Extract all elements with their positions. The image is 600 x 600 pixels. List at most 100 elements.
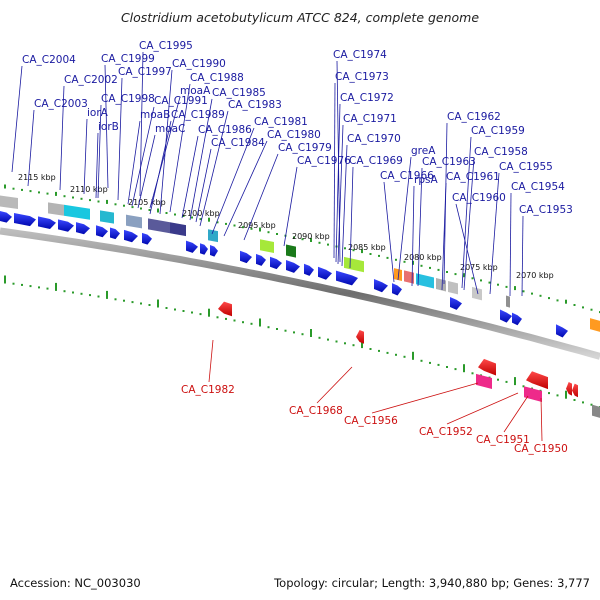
upper-tick-mark [480, 279, 482, 282]
forward-leader-line [83, 118, 88, 195]
forward-leader-line [27, 109, 35, 187]
forward-gene-label: CA_C1954 [511, 181, 565, 193]
forward-leader-line [411, 185, 415, 287]
lower-tick-mark [225, 317, 227, 320]
upper-tick-mark [352, 249, 355, 252]
forward-leader-line [521, 215, 524, 297]
forward-gene-label: moaC [155, 123, 185, 135]
upper-tick-mark [437, 268, 440, 271]
lower-tick-mark [106, 290, 108, 299]
upper-tick-mark [590, 308, 593, 311]
lower-tick-mark [114, 298, 117, 301]
reverse-gene-label: CA_C1950 [514, 443, 568, 455]
forward-gene-label: CA_C1961 [446, 171, 500, 183]
upper-tick-mark [174, 213, 176, 216]
upper-tick-mark [429, 266, 431, 269]
forward-gene-arrow [318, 266, 332, 280]
upper-tick-mark [259, 227, 261, 232]
upper-tick-mark [106, 199, 108, 204]
upper-tick-mark [403, 260, 406, 263]
lower-tick-mark [80, 292, 83, 295]
reverse-leader-line [446, 392, 519, 425]
forward-leader-line [223, 140, 268, 237]
lower-tick-mark [556, 394, 559, 397]
forward-leader-line [189, 98, 213, 221]
upper-tick-mark [46, 192, 49, 195]
upper-tick-mark [497, 283, 499, 286]
forward-gene-label: moaB [140, 109, 170, 121]
upper-tick-mark [191, 216, 193, 219]
lower-tick-mark [573, 399, 576, 401]
forward-gene-arrow [512, 312, 522, 326]
upper-tick-mark [582, 306, 584, 309]
colored-gene-block [48, 202, 64, 216]
colored-gene-block [0, 195, 18, 210]
forward-gene-label: CA_C1979 [278, 142, 332, 154]
forward-gene-arrow [76, 222, 90, 235]
upper-tick-mark [369, 253, 372, 255]
kbp-label: 2075 kbp [460, 263, 498, 272]
forward-leader-line [131, 106, 155, 207]
upper-tick-mark [72, 196, 74, 199]
forward-gene-arrow [124, 229, 138, 243]
forward-leader-line [149, 120, 172, 215]
lower-tick-mark [89, 294, 91, 297]
forward-leader-line [335, 103, 341, 263]
lower-tick-mark [437, 363, 440, 366]
lower-tick-mark [4, 275, 6, 284]
reverse-leader-line [208, 339, 214, 383]
lower-tick-mark [46, 287, 49, 290]
lower-tick-mark [267, 326, 270, 329]
lower-tick-mark [233, 319, 236, 322]
forward-leader-line [149, 96, 181, 209]
forward-gene-arrow [186, 240, 198, 253]
colored-gene-block [208, 229, 218, 243]
reverse-gene-arrow [478, 358, 496, 376]
forward-leader-line [397, 156, 412, 281]
upper-tick-mark [89, 199, 91, 202]
lower-tick-mark [12, 282, 15, 285]
reverse-leader-line [316, 366, 353, 404]
reverse-gene-label: CA_C1968 [289, 405, 343, 417]
lower-tick-mark [327, 338, 329, 341]
lower-tick-mark [140, 302, 142, 305]
forward-gene-label: CA_C1958 [474, 146, 528, 158]
reverse-colored-block [476, 373, 492, 389]
forward-leader-line [283, 166, 298, 247]
forward-leader-line [117, 77, 123, 201]
forward-gene-label: CA_C1973 [335, 71, 389, 83]
reverse-gene-arrow [526, 371, 548, 390]
kbp-label: 2070 kbp [516, 271, 554, 280]
lower-tick-mark [420, 359, 423, 362]
forward-gene-label: CA_C2003 [34, 98, 88, 110]
lower-tick-mark [165, 307, 168, 309]
upper-tick-mark [318, 241, 321, 244]
reverse-gene-arrow [566, 381, 572, 396]
forward-gene-label: moaA [180, 85, 211, 97]
forward-gene-label: CA_C1962 [447, 111, 501, 123]
upper-tick-mark [531, 292, 533, 295]
forward-gene-label: CA_C1960 [452, 192, 506, 204]
upper-tick-mark [539, 294, 542, 297]
upper-tick-mark [386, 256, 389, 259]
forward-gene-label: CA_C1955 [499, 161, 553, 173]
forward-leader-line [195, 148, 212, 223]
forward-gene-arrow [500, 309, 512, 323]
colored-gene-block [170, 222, 186, 237]
forward-gene-arrow [142, 232, 152, 245]
upper-tick-mark [165, 212, 168, 214]
lower-tick-mark [352, 344, 355, 347]
lower-tick-mark [548, 392, 550, 395]
lower-tick-mark [199, 313, 202, 316]
reverse-gene-label: CA_C1982 [181, 384, 235, 396]
forward-gene-arrow [256, 253, 266, 266]
colored-gene-block [344, 256, 364, 273]
forward-gene-arrow [110, 227, 120, 240]
forward-gene-label: rpsA [414, 174, 438, 186]
forward-leader-line [199, 110, 229, 227]
lower-tick-mark [369, 348, 372, 350]
upper-tick-mark [301, 238, 304, 241]
lower-tick-mark [301, 333, 304, 336]
forward-leader-line [341, 144, 348, 267]
upper-tick-mark [454, 273, 457, 276]
